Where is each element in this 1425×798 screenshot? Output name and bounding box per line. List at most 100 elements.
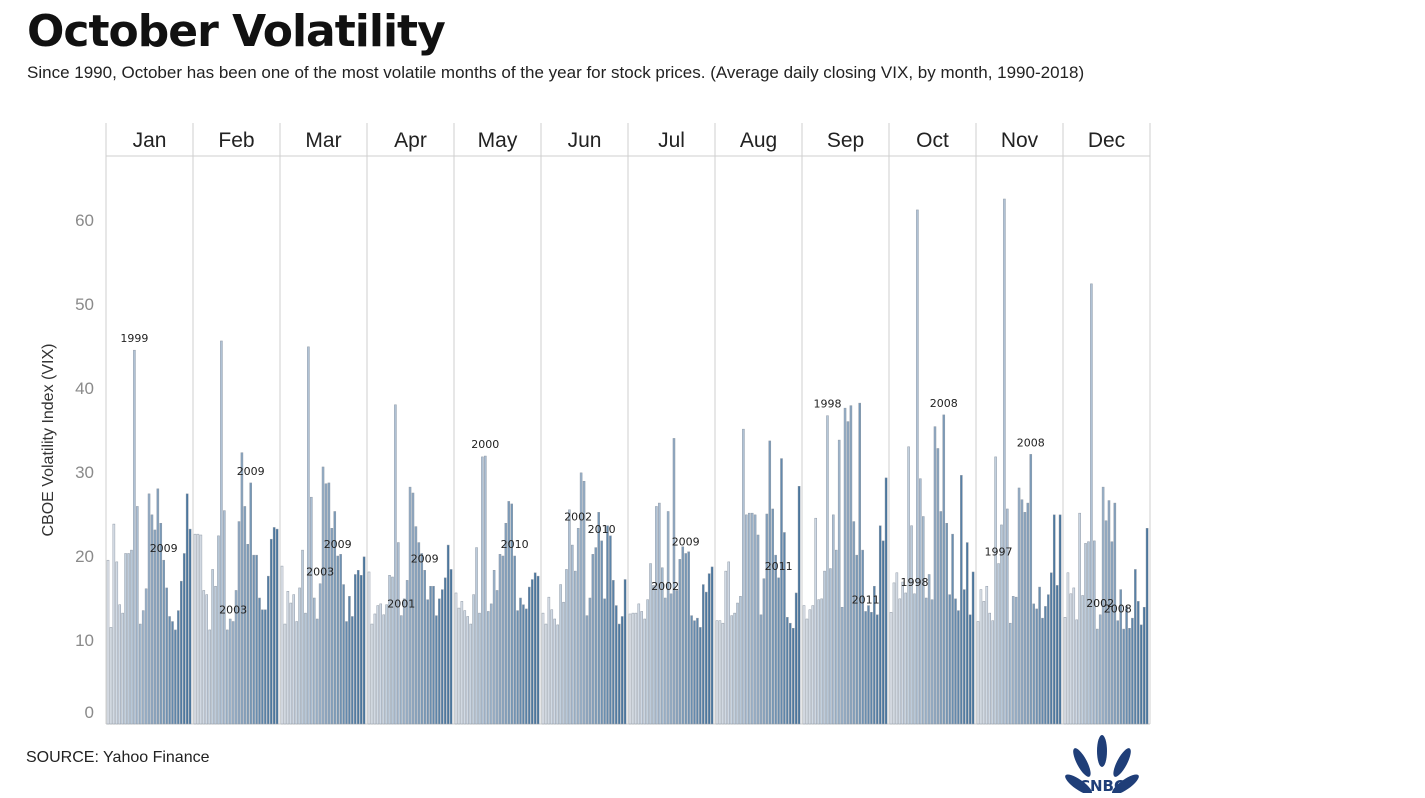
bar-feb-2008 (246, 543, 250, 725)
bar-jan-2004 (147, 493, 151, 725)
bar-jun-2003 (579, 472, 583, 725)
bar-jan-2006 (153, 529, 157, 725)
bar-jun-2002 (576, 528, 580, 725)
bar-dec-2004 (1104, 520, 1108, 725)
bar-oct-2018 (971, 571, 975, 725)
bar-may-2003 (492, 570, 496, 725)
bar-feb-2016 (269, 538, 273, 725)
bar-dec-2007 (1113, 502, 1117, 725)
bar-jul-1997 (649, 563, 652, 725)
bar-sep-1992 (808, 609, 812, 725)
annotation-sep-1998: 1998 (814, 398, 842, 411)
bar-aug-2007 (765, 513, 769, 725)
month-label-nov: Nov (1001, 129, 1039, 152)
bar-jul-2007 (678, 559, 682, 725)
bar-jan-1998 (130, 549, 133, 725)
bar-nov-2018 (1058, 514, 1062, 725)
bar-dec-2016 (1139, 624, 1143, 725)
bar-oct-1998 (913, 593, 916, 725)
bar-jul-2001 (660, 567, 664, 725)
bar-nov-1992 (982, 601, 986, 725)
bar-jul-1992 (634, 612, 638, 725)
month-label-dec: Dec (1088, 129, 1125, 152)
bar-sep-2002 (837, 439, 841, 725)
annotation-dec-2002: 2002 (1086, 597, 1114, 610)
bar-aug-1997 (736, 602, 739, 725)
bar-mar-1992 (286, 591, 290, 725)
bar-nov-2006 (1023, 512, 1027, 725)
annotation-oct-2008: 2008 (930, 397, 958, 410)
annotation-jun-2002: 2002 (564, 510, 592, 523)
bar-jun-2007 (591, 554, 595, 725)
bar-jan-1991 (109, 627, 113, 725)
bar-oct-1999 (916, 209, 919, 725)
annotation-mar-2003: 2003 (306, 566, 334, 579)
bar-jan-2018 (188, 528, 192, 725)
bar-jul-2008 (681, 546, 685, 725)
bar-sep-2014 (873, 585, 876, 725)
bar-apr-1999 (394, 404, 397, 725)
bar-feb-2012 (258, 597, 261, 725)
bar-aug-2015 (789, 622, 792, 725)
bar-oct-2007 (939, 511, 943, 725)
annotation-jul-2002: 2002 (651, 580, 679, 593)
bar-jan-2000 (136, 506, 139, 725)
bar-mar-2001 (312, 597, 316, 725)
bar-nov-1998 (1000, 524, 1003, 725)
bar-apr-2015 (441, 589, 444, 725)
y-axis-label: CBOE Volatility Index (VIX) (40, 344, 57, 537)
bar-feb-1997 (214, 585, 217, 725)
annotation-may-2000: 2000 (471, 438, 499, 451)
bar-apr-2008 (420, 553, 424, 725)
bar-mar-2000 (310, 496, 313, 725)
cnbc-logo: CNBC (1062, 733, 1152, 798)
month-labels: Jan Feb Mar Apr May Jun Jul Aug Sep Oct Nov Dec (133, 129, 1126, 152)
chart-title: October Volatility (27, 6, 446, 57)
bar-feb-1998 (217, 535, 220, 725)
bar-nov-1994 (988, 612, 991, 725)
annotation-mar-2009: 2009 (324, 538, 352, 551)
bar-may-2011 (516, 610, 519, 725)
bar-aug-2009 (771, 508, 774, 725)
bar-apr-2007 (417, 542, 421, 725)
bar-may-1990 (454, 592, 458, 725)
bar-mar-2004 (321, 466, 325, 725)
bar-mar-2016 (356, 570, 360, 725)
bar-feb-2014 (264, 609, 267, 725)
bar-aug-1990 (715, 620, 719, 725)
bar-jan-1997 (127, 553, 130, 725)
bar-apr-2002 (402, 598, 406, 725)
y-tick-label: 50 (75, 295, 94, 314)
bar-may-2001 (486, 611, 490, 725)
y-tick-label: 0 (85, 703, 94, 722)
bar-jul-2003 (666, 511, 670, 725)
bar-jun-1997 (562, 601, 565, 725)
bar-feb-2011 (255, 554, 258, 725)
bar-dec-1997 (1084, 543, 1087, 725)
bar-feb-2001 (225, 629, 229, 725)
bar-jun-2015 (615, 605, 618, 725)
bar-may-1996 (472, 594, 475, 725)
bar-jul-2015 (702, 584, 705, 725)
bar-dec-2015 (1137, 601, 1140, 725)
bar-sep-2000 (832, 514, 835, 725)
month-label-jan: Jan (133, 129, 167, 152)
bar-nov-2012 (1041, 617, 1044, 725)
bar-may-2004 (495, 590, 499, 725)
bar-jul-2018 (710, 566, 714, 725)
bar-jan-1990 (106, 559, 110, 725)
month-label-feb: Feb (218, 129, 254, 152)
bar-jan-2008 (159, 522, 163, 725)
bar-nov-2016 (1052, 514, 1056, 725)
bar-jan-2011 (168, 616, 171, 725)
bar-sep-1997 (823, 570, 826, 725)
bar-jun-1994 (553, 618, 556, 725)
bar-dec-1991 (1066, 572, 1070, 725)
bar-apr-1991 (370, 623, 374, 725)
bar-nov-2014 (1047, 594, 1050, 725)
month-label-sep: Sep (827, 129, 864, 152)
bar-aug-2003 (753, 514, 757, 725)
bar-jun-1999 (568, 509, 571, 725)
bar-feb-1990 (193, 533, 197, 725)
bar-may-2018 (536, 575, 540, 725)
